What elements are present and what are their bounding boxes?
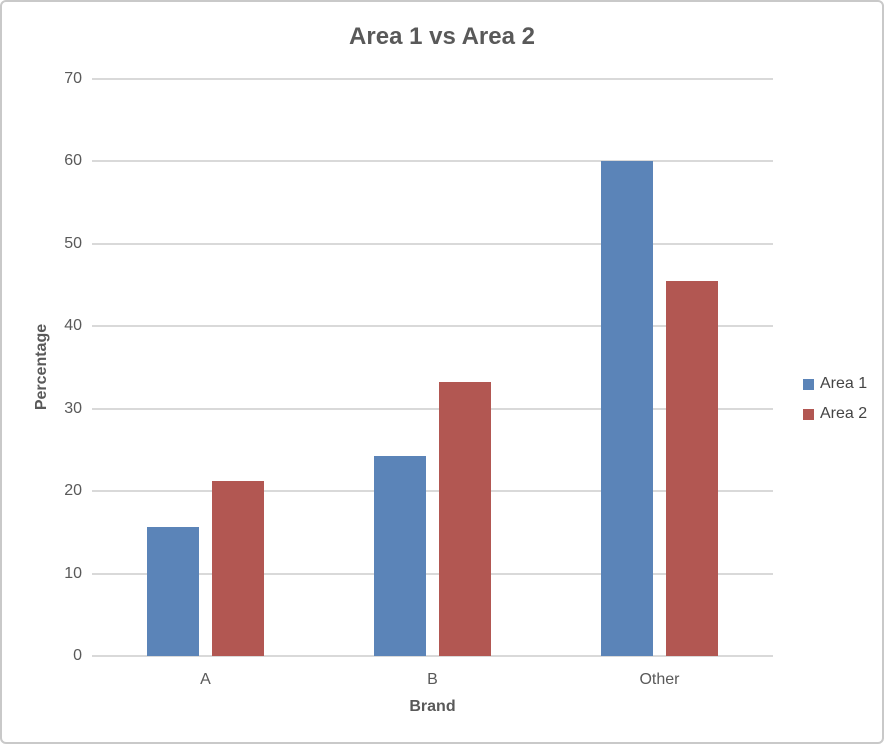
x-axis-title: Brand: [409, 698, 456, 715]
x-tick-label: B: [427, 671, 438, 688]
legend-swatch-icon: [803, 378, 814, 390]
x-tick-label: Other: [639, 671, 680, 688]
bar-area-2-b: [439, 381, 491, 656]
legend-item-area-2: Area 2: [803, 405, 867, 423]
gridline: [92, 325, 773, 328]
bar-area-2-other: [666, 280, 718, 656]
legend: Area 1 Area 2: [803, 375, 867, 435]
chart-title: Area 1 vs Area 2: [349, 23, 535, 50]
bar-area-1-other: [601, 161, 653, 656]
legend-item-area-1: Area 1: [803, 375, 867, 393]
legend-label: Area 2: [820, 405, 868, 422]
gridline: [92, 160, 773, 163]
bar-area-1-b: [374, 455, 426, 656]
bar-area-1-a: [147, 526, 199, 656]
gridline: [92, 242, 773, 245]
legend-label: Area 1: [820, 375, 868, 392]
gridline: [92, 572, 773, 575]
gridline: [92, 407, 773, 410]
y-axis-title: Percentage: [33, 323, 50, 411]
y-tick-label: 30: [64, 399, 82, 417]
y-tick-label: 20: [64, 482, 82, 500]
gridline: [92, 78, 773, 80]
y-tick-label: 40: [64, 317, 82, 335]
bar-area-2-a: [212, 481, 264, 656]
gridline: [92, 490, 773, 493]
y-tick-label: 70: [64, 70, 82, 87]
y-tick-label: 50: [64, 234, 82, 252]
y-tick-label: 60: [64, 152, 82, 170]
legend-swatch-icon: [803, 408, 814, 420]
y-tick-label: 0: [73, 647, 82, 664]
y-tick-label: 10: [64, 564, 82, 582]
gridline: [92, 655, 773, 657]
x-tick-label: A: [200, 671, 211, 688]
